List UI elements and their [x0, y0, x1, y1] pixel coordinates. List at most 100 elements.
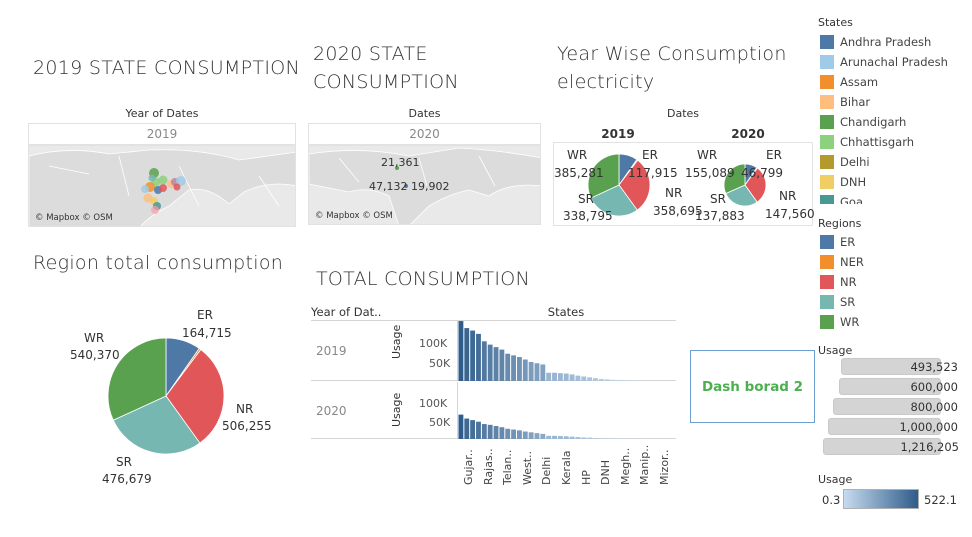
legend-label: Chandigarh — [840, 115, 907, 129]
x-axis-label: West.. — [520, 450, 534, 485]
bar[interactable] — [493, 347, 499, 381]
bar[interactable] — [604, 379, 610, 381]
bar[interactable] — [546, 372, 552, 381]
bar[interactable] — [487, 424, 493, 439]
bar[interactable] — [557, 436, 563, 439]
bar[interactable] — [604, 438, 610, 439]
bar[interactable] — [481, 424, 487, 439]
region-pie-svg[interactable] — [100, 330, 232, 462]
pie-2019 — [587, 153, 651, 217]
bar[interactable] — [540, 364, 546, 381]
bar[interactable] — [563, 436, 569, 439]
legend-states-list[interactable]: Andhra Pradesh Arunachal Pradesh Assam Biha… — [820, 32, 968, 204]
pie-slice-wr[interactable] — [587, 153, 620, 199]
legend-region-nr[interactable]: NR — [820, 272, 968, 292]
legend-region-ner[interactable]: NER — [820, 252, 968, 272]
map-2020[interactable]: 21,361 47,132 19,902 © Mapbox © OSM — [308, 145, 541, 225]
bar[interactable] — [476, 333, 481, 381]
bar[interactable] — [499, 349, 505, 381]
legend-swatch — [820, 195, 834, 204]
legend-state-chhattisgarh[interactable]: Chhattisgarh — [820, 132, 968, 152]
legend-state-goa[interactable]: Goa — [820, 192, 968, 204]
legend-state-bihar[interactable]: Bihar — [820, 92, 968, 112]
yearwise-pies-svg[interactable] — [554, 143, 814, 226]
bar[interactable] — [581, 437, 587, 439]
pie-slice-wr[interactable] — [107, 337, 167, 421]
bar[interactable] — [458, 321, 464, 381]
legend-state-delhi[interactable]: Delhi — [820, 152, 968, 172]
bar[interactable] — [522, 359, 528, 381]
bar[interactable] — [511, 429, 516, 439]
total-2020-bars[interactable] — [458, 382, 676, 439]
bar[interactable] — [569, 436, 575, 439]
region-er-val: 164,715 — [182, 326, 232, 340]
bar[interactable] — [534, 433, 540, 439]
legend-region-wr[interactable]: WR — [820, 312, 968, 332]
legend-swatch — [820, 95, 834, 109]
bar[interactable] — [505, 353, 511, 381]
legend-state-assam[interactable]: Assam — [820, 72, 968, 92]
usage-scale-gradient — [843, 489, 919, 509]
usage-size-2 — [839, 378, 941, 395]
bar[interactable] — [487, 344, 493, 381]
bar[interactable] — [517, 357, 522, 381]
bar[interactable] — [598, 438, 604, 439]
pie-slice-nr[interactable] — [618, 159, 651, 211]
bar[interactable] — [470, 420, 476, 439]
bar[interactable] — [499, 427, 505, 439]
map2020-land — [309, 147, 540, 224]
pie-slice-nr[interactable] — [744, 167, 767, 203]
bar[interactable] — [464, 418, 470, 439]
bar[interactable] — [610, 379, 616, 381]
bar[interactable] — [575, 375, 581, 381]
bar[interactable] — [628, 380, 633, 381]
pie-slice-nr[interactable] — [165, 349, 225, 444]
bar[interactable] — [517, 430, 522, 439]
legend-state-arunachal-pradesh[interactable]: Arunachal Pradesh — [820, 52, 968, 72]
bar[interactable] — [616, 379, 622, 381]
yearwise-header: Dates — [666, 107, 700, 120]
bar[interactable] — [587, 377, 593, 381]
bar[interactable] — [581, 376, 587, 381]
legend-label: SR — [840, 295, 856, 309]
region-sr-val: 476,679 — [102, 472, 152, 486]
bar[interactable] — [552, 435, 557, 439]
legend-state-andhra-pradesh[interactable]: Andhra Pradesh — [820, 32, 968, 52]
bar[interactable] — [552, 372, 557, 381]
bar[interactable] — [622, 380, 628, 381]
legend-region-sr[interactable]: SR — [820, 292, 968, 312]
legend-regions-list[interactable]: ER NER NR SR WR — [820, 232, 968, 332]
bar[interactable] — [505, 428, 511, 439]
bar[interactable] — [522, 431, 528, 439]
bar[interactable] — [598, 378, 604, 381]
bar[interactable] — [470, 330, 476, 381]
bar[interactable] — [587, 437, 593, 439]
bar[interactable] — [528, 361, 534, 381]
bar[interactable] — [575, 437, 581, 439]
map-2019[interactable]: © Mapbox © OSM — [28, 145, 296, 227]
bar[interactable] — [557, 373, 563, 381]
pie-slice-wr[interactable] — [723, 163, 746, 195]
bar[interactable] — [458, 414, 464, 439]
legend-state-dnh[interactable]: DNH — [820, 172, 968, 192]
bar[interactable] — [511, 355, 516, 381]
bar[interactable] — [476, 421, 481, 439]
bar[interactable] — [528, 432, 534, 439]
bar[interactable] — [569, 374, 575, 381]
legend-state-chandigarh[interactable]: Chandigarh — [820, 112, 968, 132]
bar[interactable] — [593, 437, 598, 439]
bar[interactable] — [493, 426, 499, 439]
legend-region-er[interactable]: ER — [820, 232, 968, 252]
total-col-states: States — [547, 305, 585, 319]
total-2019-axis-title: Usage — [390, 324, 403, 359]
legend-swatch — [820, 275, 834, 289]
bar[interactable] — [540, 433, 546, 439]
bar[interactable] — [464, 328, 470, 381]
dash-board-2-button[interactable]: Dash borad 2 — [690, 350, 815, 423]
bar[interactable] — [563, 373, 569, 381]
bar[interactable] — [534, 363, 540, 381]
bar[interactable] — [481, 341, 487, 381]
bar[interactable] — [546, 435, 552, 439]
bar[interactable] — [593, 378, 598, 381]
total-2019-bars[interactable] — [458, 321, 676, 381]
